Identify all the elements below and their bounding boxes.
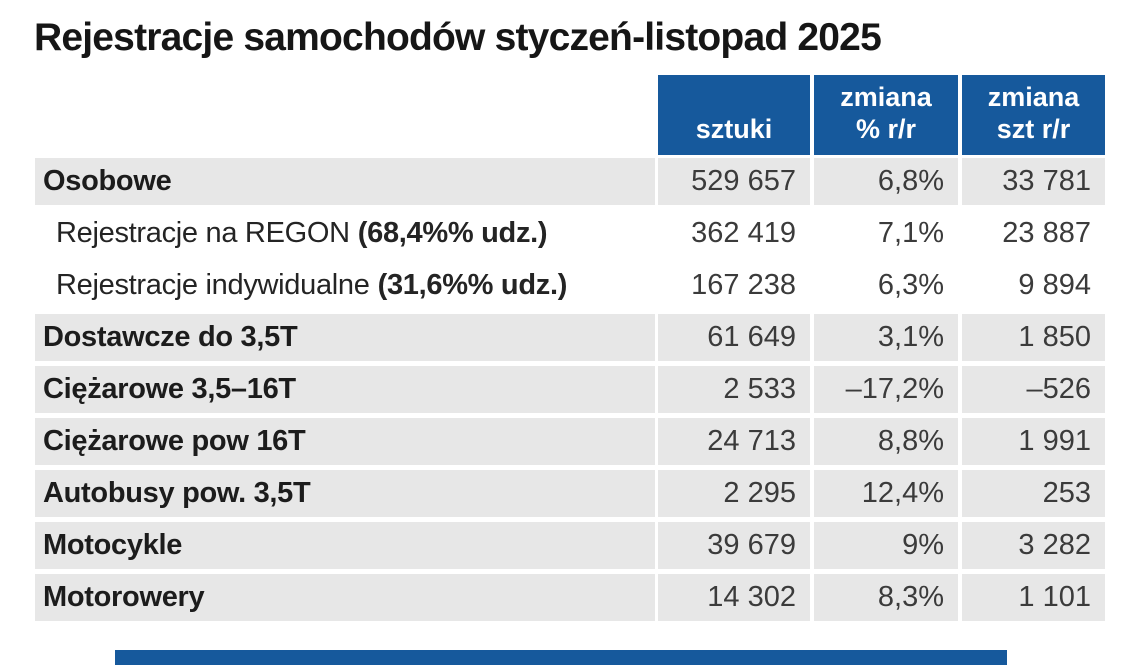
table-row: Osobowe 529 657 6,8% 33 781 <box>35 158 1105 205</box>
column-header-label: szt r/r <box>996 114 1071 145</box>
row-label: Autobusy pow. 3,5T <box>35 470 655 517</box>
row-label: Ciężarowe pow 16T <box>35 418 655 465</box>
column-header-zmiana-szt: zmiana szt r/r <box>962 75 1105 155</box>
count-change-value: 33 781 <box>962 158 1105 205</box>
row-label: Rejestracje indywidualne (31,6%% udz.) <box>35 262 655 309</box>
count-change-value: 1 101 <box>962 574 1105 621</box>
row-label: Rejestracje na REGON (68,4%% udz.) <box>35 210 655 257</box>
column-header-zmiana-pct: zmiana % r/r <box>814 75 958 155</box>
pct-change-value: –17,2% <box>814 366 958 413</box>
column-header-label: zmiana <box>840 82 932 113</box>
row-label-text: Rejestracje indywidualne <box>56 269 370 301</box>
count-change-value: 3 282 <box>962 522 1105 569</box>
count-change-value: 1 850 <box>962 314 1105 361</box>
units-value: 24 713 <box>658 418 810 465</box>
column-header-label: zmiana <box>987 82 1080 113</box>
row-label-note: (31,6%% udz.) <box>377 269 568 301</box>
pct-change-value: 6,8% <box>814 158 958 205</box>
units-value: 14 302 <box>658 574 810 621</box>
column-header-label: % r/r <box>855 114 917 145</box>
row-label-text: Motorowery <box>43 581 205 613</box>
table-header-row: sztuki zmiana % r/r zmiana szt r/r <box>658 75 1105 155</box>
row-label-text: Autobusy pow. 3,5T <box>43 477 311 509</box>
row-label: Motorowery <box>35 574 655 621</box>
row-label-text: Motocykle <box>43 529 183 561</box>
row-label: Dostawcze do 3,5T <box>35 314 655 361</box>
row-label-text: Ciężarowe 3,5–16T <box>43 373 296 405</box>
count-change-value: –526 <box>962 366 1105 413</box>
units-value: 39 679 <box>658 522 810 569</box>
table-row: Rejestracje na REGON (68,4%% udz.) 362 4… <box>35 210 1105 257</box>
table-row: Ciężarowe pow 16T 24 713 8,8% 1 991 <box>35 418 1105 465</box>
table-row: Rejestracje indywidualne (31,6%% udz.) 1… <box>35 262 1105 309</box>
units-value: 529 657 <box>658 158 810 205</box>
pct-change-value: 6,3% <box>877 269 944 301</box>
count-change-value: 1 991 <box>962 418 1105 465</box>
registrations-table: sztuki zmiana % r/r zmiana szt r/r Osobo… <box>35 75 1105 626</box>
count-change-value: 9 894 <box>1018 269 1091 301</box>
row-label-text: Osobowe <box>43 165 172 197</box>
row-label-text: Ciężarowe pow 16T <box>43 425 306 457</box>
pct-change-value: 12,4% <box>814 470 958 517</box>
row-label-text: Dostawcze do 3,5T <box>43 321 298 353</box>
table-row: Ciężarowe 3,5–16T 2 533 –17,2% –526 <box>35 366 1105 413</box>
footer-accent-bar <box>115 650 1007 665</box>
column-header-sztuki: sztuki <box>658 75 810 155</box>
count-change-value: 23 887 <box>1002 217 1091 249</box>
units-value: 2 533 <box>658 366 810 413</box>
count-change-value: 253 <box>962 470 1105 517</box>
units-value: 61 649 <box>658 314 810 361</box>
units-value: 362 419 <box>691 217 796 249</box>
pct-change-value: 8,3% <box>814 574 958 621</box>
table-row: Dostawcze do 3,5T 61 649 3,1% 1 850 <box>35 314 1105 361</box>
units-value: 167 238 <box>691 269 796 301</box>
pct-change-value: 9% <box>814 522 958 569</box>
units-value: 2 295 <box>658 470 810 517</box>
row-label: Ciężarowe 3,5–16T <box>35 366 655 413</box>
column-header-label: sztuki <box>695 114 773 145</box>
table-row: Motorowery 14 302 8,3% 1 101 <box>35 574 1105 621</box>
pct-change-value: 8,8% <box>814 418 958 465</box>
pct-change-value: 3,1% <box>814 314 958 361</box>
row-label: Osobowe <box>35 158 655 205</box>
table-row: Motocykle 39 679 9% 3 282 <box>35 522 1105 569</box>
page-title: Rejestracje samochodów styczeń-listopad … <box>34 16 882 59</box>
row-label: Motocykle <box>35 522 655 569</box>
pct-change-value: 7,1% <box>877 217 944 249</box>
row-label-text: Rejestracje na REGON <box>56 217 350 249</box>
row-label-note: (68,4%% udz.) <box>357 217 548 249</box>
table-row: Autobusy pow. 3,5T 2 295 12,4% 253 <box>35 470 1105 517</box>
